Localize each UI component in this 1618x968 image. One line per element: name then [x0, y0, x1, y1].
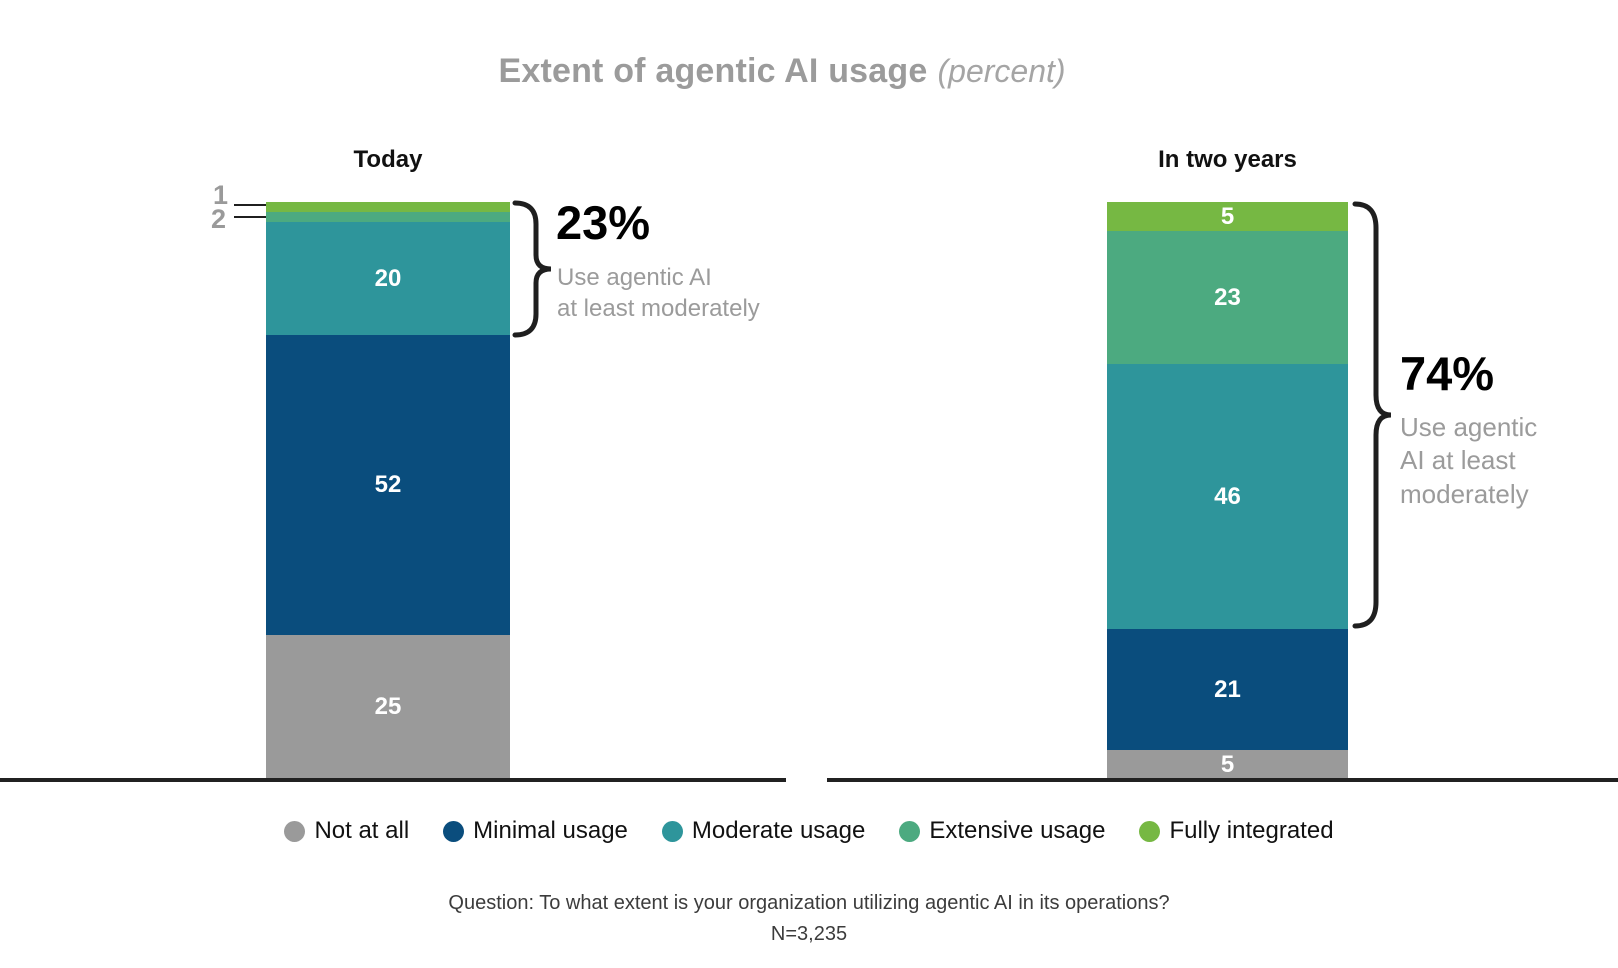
- legend-label: Not at all: [314, 817, 410, 844]
- legend-item-not-at-all: Not at all: [284, 817, 409, 845]
- callout-value-fully-integrated: 1: [213, 180, 229, 210]
- annotation-caption-line: Use agentic AI: [557, 264, 712, 291]
- legend-item-minimal-usage: Minimal usage: [443, 817, 628, 845]
- segment-today-moderate: 20: [266, 222, 510, 335]
- value-label: 46: [1214, 482, 1241, 510]
- value-label: 52: [374, 471, 402, 498]
- segment-two-years-minimal: 21: [1107, 629, 1348, 750]
- footer-question: Question: To what extent is your organiz…: [448, 892, 1170, 914]
- value-label: 20: [374, 264, 402, 292]
- callout-leader-line: [234, 204, 266, 206]
- callout-value-extensive: 2: [211, 204, 227, 234]
- legend-swatch-icon: [284, 820, 306, 842]
- chart-title-unit: (percent): [937, 53, 1066, 89]
- axis-baseline-right: [827, 778, 1618, 782]
- annotation-caption-in-two-years: Use agentic AI at least moderately: [1400, 411, 1537, 511]
- axis-baseline-left: [0, 778, 786, 782]
- legend-item-moderate-usage: Moderate usage: [661, 817, 866, 845]
- brace-in-two-years: [1352, 201, 1392, 629]
- annotation-percent-in-two-years: 74%: [1400, 347, 1495, 400]
- value-label: 23: [1214, 283, 1241, 311]
- footer: Question: To what extent is your organiz…: [0, 888, 1618, 950]
- legend: Not at all Minimal usage Moderate usage …: [0, 817, 1618, 845]
- legend-label: Minimal usage: [473, 817, 628, 844]
- segment-two-years-fully-integrated: 5: [1107, 202, 1348, 231]
- segment-today-minimal: 52: [266, 335, 510, 635]
- annotation-caption-line: at least moderately: [557, 295, 760, 323]
- legend-label: Moderate usage: [691, 817, 866, 844]
- annotation-caption-line: moderately: [1400, 478, 1529, 509]
- brace-today: [512, 200, 552, 338]
- segment-two-years-extensive: 23: [1107, 231, 1348, 364]
- legend-label: Extensive usage: [929, 817, 1106, 844]
- legend-item-fully-integrated: Fully integrated: [1139, 817, 1334, 845]
- legend-swatch-icon: [1139, 820, 1161, 842]
- callout-leader-line: [234, 216, 266, 218]
- stacked-bar-today: 20 52 25: [266, 202, 510, 779]
- annotation-caption-line: AI at least: [1400, 445, 1516, 476]
- segment-today-extensive: [266, 212, 510, 222]
- legend-swatch-icon: [661, 820, 683, 842]
- category-label-in-two-years: In two years: [1158, 146, 1297, 173]
- value-label: 25: [374, 693, 402, 720]
- stacked-bar-in-two-years: 5 23 46 21 5: [1107, 202, 1348, 779]
- chart-title-text: Extent of agentic AI usage: [498, 52, 928, 90]
- annotation-caption-line: Use agentic: [1400, 412, 1538, 442]
- legend-swatch-icon: [443, 820, 465, 842]
- value-label: 5: [1220, 202, 1235, 230]
- chart-title: Extent of agentic AI usage (percent): [0, 52, 1564, 91]
- annotation-caption-today: Use agentic AI at least moderately: [557, 262, 760, 324]
- segment-two-years-moderate: 46: [1107, 364, 1348, 629]
- legend-label: Fully integrated: [1169, 817, 1334, 844]
- legend-swatch-icon: [899, 820, 921, 842]
- value-label: 5: [1220, 750, 1235, 778]
- category-label-today: Today: [353, 146, 423, 173]
- value-label: 21: [1214, 675, 1241, 703]
- segment-today-fully-integrated: [266, 202, 510, 212]
- legend-item-extensive-usage: Extensive usage: [899, 817, 1105, 845]
- segment-today-not-at-all: 25: [266, 635, 510, 779]
- footer-sample-size: N=3,235: [770, 923, 848, 945]
- segment-two-years-not-at-all: 5: [1107, 750, 1348, 779]
- annotation-percent-today: 23%: [556, 196, 651, 249]
